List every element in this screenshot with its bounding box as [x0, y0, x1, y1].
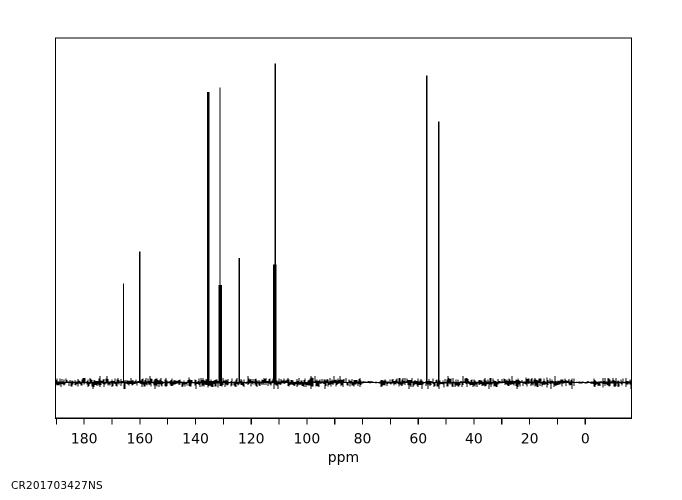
svg-text:80: 80 — [354, 431, 372, 447]
svg-text:140: 140 — [182, 431, 209, 447]
svg-text:120: 120 — [238, 431, 265, 447]
plot-frame — [54, 37, 633, 419]
tick-labels: 180 160 140 120 100 80 60 40 20 0 — [71, 431, 590, 447]
svg-text:40: 40 — [465, 431, 483, 447]
svg-text:160: 160 — [126, 431, 153, 447]
svg-text:100: 100 — [294, 431, 321, 447]
x-axis-label: ppm — [327, 450, 360, 466]
axis-ticks — [55, 418, 586, 425]
svg-text:60: 60 — [409, 431, 427, 447]
sample-id-label: CR201703427NS — [11, 480, 103, 492]
peaks-group — [122, 63, 440, 383]
noise-trace — [55, 375, 632, 390]
svg-text:0: 0 — [581, 431, 590, 447]
svg-text:20: 20 — [521, 431, 539, 447]
svg-text:180: 180 — [71, 431, 98, 447]
